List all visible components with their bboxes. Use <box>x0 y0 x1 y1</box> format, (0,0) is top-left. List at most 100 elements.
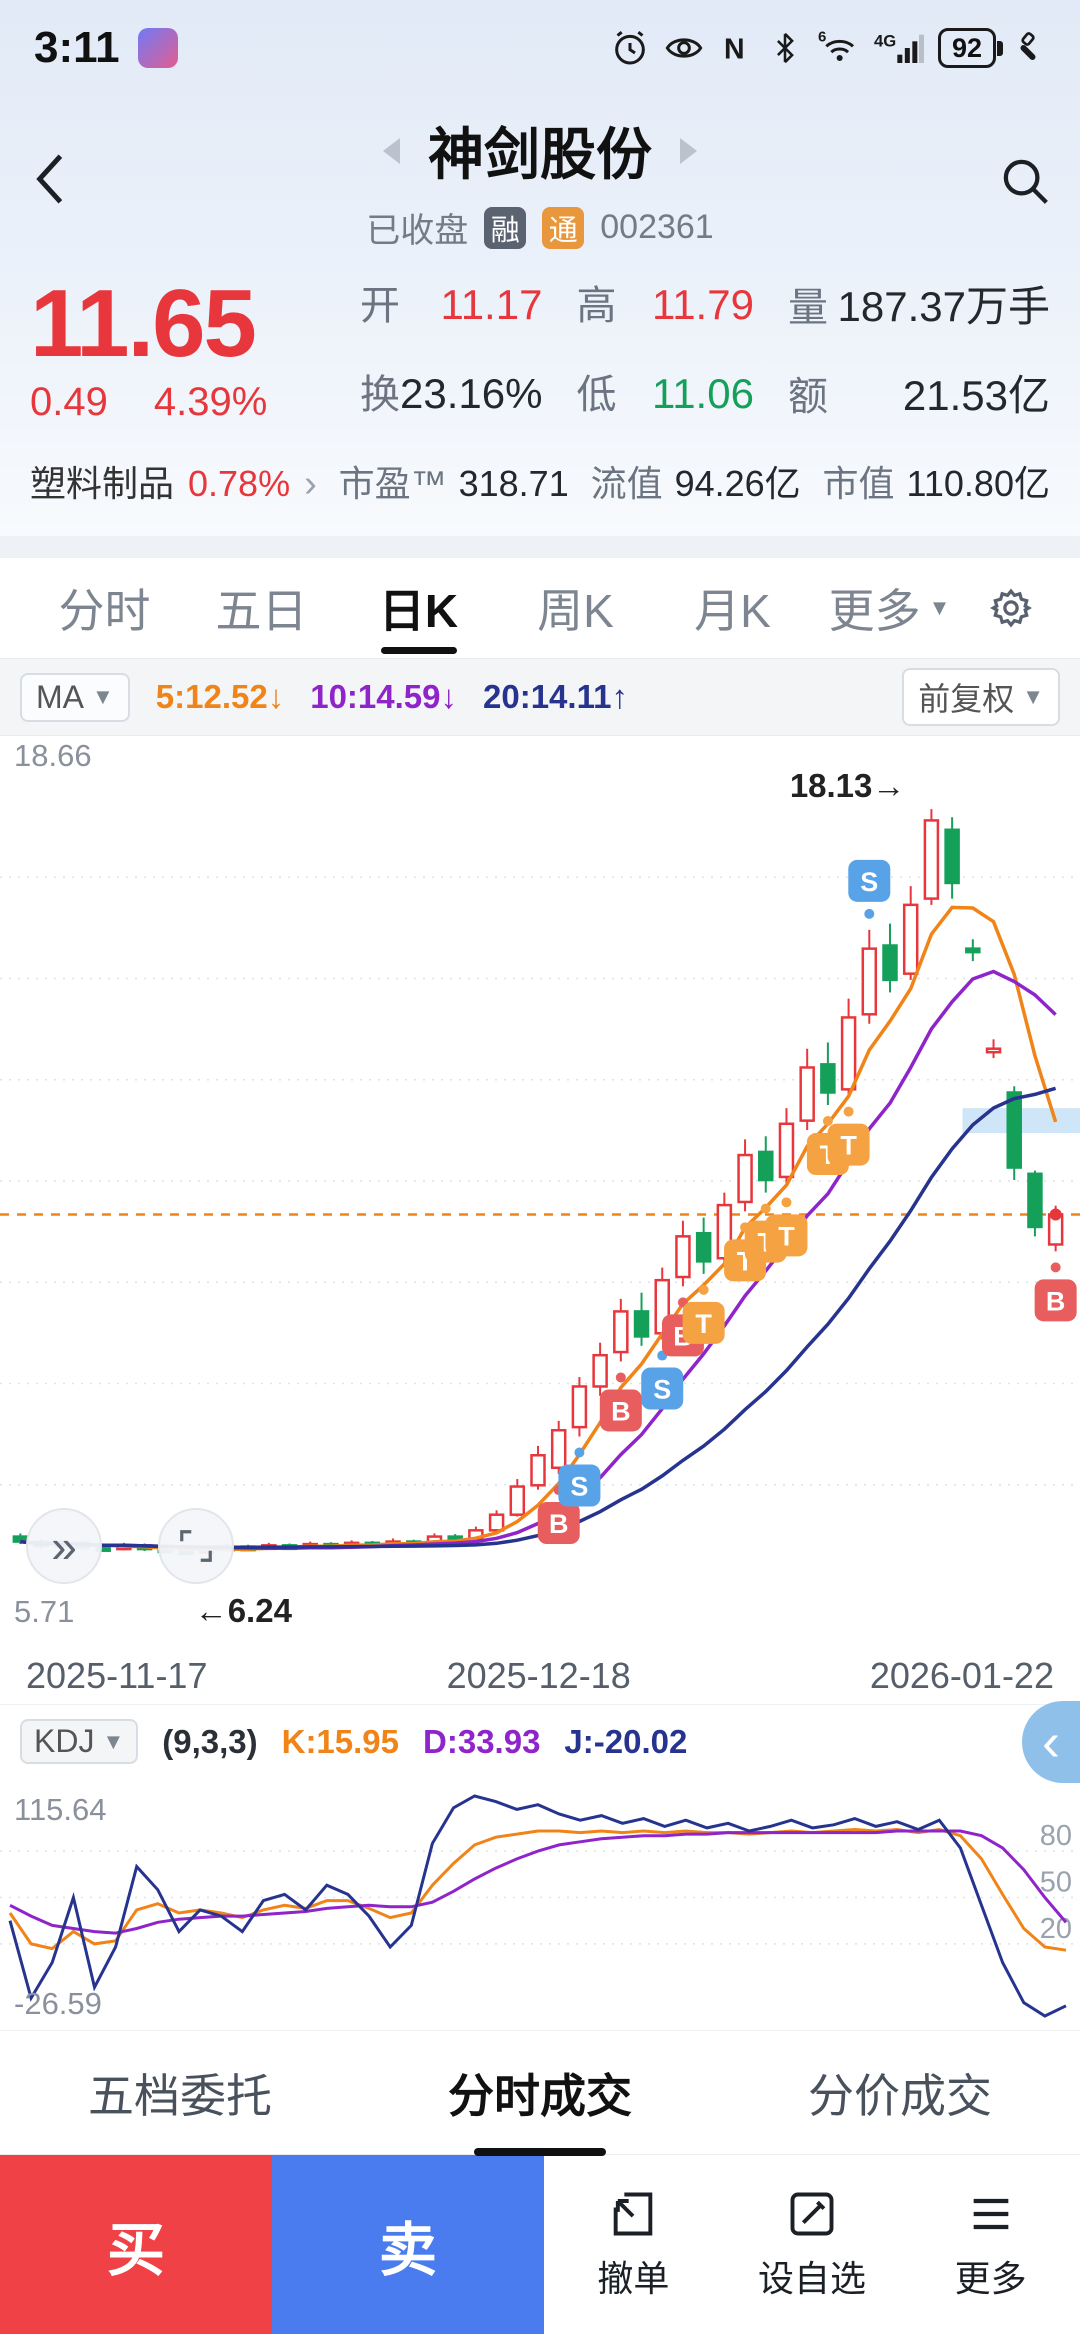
date-right: 2026-01-22 <box>869 1655 1054 1696</box>
svg-text:B: B <box>549 1509 569 1539</box>
market-cap-value: 110.80亿 <box>906 462 1050 504</box>
ma5-value: 5:12.52↓ <box>155 678 285 715</box>
x-axis-dates: 2025-11-17 2025-12-18 2026-01-22 <box>0 1648 1080 1704</box>
ma10-value: 10:14.59↓ <box>310 678 457 715</box>
quote-panel: 11.65 0.49 4.39% 开 11.17 高 11.79 量 187.37万手… <box>0 266 1080 536</box>
kdj-canvas: 80 50 20 115.64 -26.59 <box>0 1792 1080 2021</box>
next-stock-arrow-icon[interactable] <box>680 137 697 164</box>
add-watchlist-button[interactable]: 设自选 <box>723 2155 902 2334</box>
low-value: 11.06 <box>651 370 754 418</box>
svg-text:B: B <box>1046 1286 1066 1316</box>
tab-five-day[interactable]: 五日 <box>215 585 308 637</box>
cancel-order-button[interactable]: 撤单 <box>544 2155 723 2334</box>
kdj-params: (9,3,3) <box>162 1722 258 1760</box>
adjust-mode-button[interactable]: 前复权 ▼ <box>902 668 1060 726</box>
svg-text:50: 50 <box>1040 1867 1072 1899</box>
ma-selector[interactable]: MA ▼ <box>20 672 130 722</box>
back-chevron-icon <box>36 154 63 203</box>
ma-indicator-bar: MA ▼ 5:12.52↓ 10:14.59↓ 20:14.11↑ 前复权 ▼ <box>0 658 1080 736</box>
caret-down-icon: ▼ <box>102 1728 125 1754</box>
svg-text:-26.59: -26.59 <box>14 1986 102 2021</box>
svg-text:N: N <box>724 34 745 66</box>
cancel-order-icon <box>614 2192 653 2235</box>
kdj-d-value: D:33.93 <box>423 1722 541 1760</box>
period-tabs: 分时 五日 日K 周K 月K 更多 ▼ <box>0 558 1080 658</box>
kdj-chart[interactable]: 80 50 20 115.64 -26.59 <box>0 1778 1080 2030</box>
header: 神剑股份 已收盘 融 通 002361 <box>0 96 1080 266</box>
gear-icon <box>990 588 1032 628</box>
kdj-k-value: K:15.95 <box>281 1722 400 1760</box>
clock-time: 3:11 <box>34 23 120 72</box>
tab-weekly-k[interactable]: 周K <box>537 585 614 637</box>
field-label: 开 <box>360 284 400 329</box>
turnover-rate-value: 23.16% <box>400 370 543 418</box>
panel-collapse-arrow[interactable]: ‹ <box>1022 1701 1080 1783</box>
alarm-icon <box>610 28 650 68</box>
buy-button[interactable]: 买 <box>0 2155 272 2334</box>
float-cap-label: 流值 <box>590 462 663 504</box>
prev-stock-arrow-icon[interactable] <box>383 137 400 164</box>
tab-daily-k[interactable]: 日K <box>340 558 497 658</box>
back-button[interactable] <box>28 150 108 213</box>
date-left: 2025-11-17 <box>26 1655 208 1696</box>
open-value: 11.17 <box>440 281 543 329</box>
stock-title: 神剑股份 <box>428 123 652 186</box>
chart-settings-button[interactable] <box>968 585 1054 631</box>
sector-link[interactable]: 塑料制品 0.78% › <box>30 455 317 507</box>
tab-tick-trades[interactable]: 分时成交 <box>448 2046 632 2156</box>
market-status: 已收盘 <box>366 212 469 250</box>
svg-text:20: 20 <box>1040 1913 1072 1945</box>
market-cap-label: 市值 <box>822 462 895 504</box>
kdj-header: KDJ ▼ (9,3,3) K:15.95 D:33.93 J:-20.02 ‹ <box>0 1701 1080 1783</box>
bluetooth-icon <box>768 28 802 68</box>
svg-text:18.13→: 18.13→ <box>790 767 906 804</box>
last-price: 11.65 <box>30 270 257 377</box>
tab-monthly-k[interactable]: 月K <box>694 585 771 637</box>
tab-order-book[interactable]: 五档委托 <box>88 2069 272 2122</box>
kdj-selector[interactable]: KDJ ▼ <box>20 1719 139 1764</box>
sector-change: 0.78% <box>188 462 291 504</box>
chevron-right-icon: › <box>304 462 317 505</box>
tab-more[interactable]: 更多 ▼ <box>828 585 951 637</box>
search-button[interactable] <box>972 154 1052 208</box>
volume-value: 187.37万手 <box>837 283 1050 331</box>
svg-text:S: S <box>653 1375 671 1405</box>
bottom-tabs: 五档委托 分时成交 分价成交 <box>0 2030 1080 2156</box>
sell-button[interactable]: 卖 <box>272 2155 544 2334</box>
svg-text:←6.24: ←6.24 <box>195 1592 293 1629</box>
ma20-value: 20:14.11↑ <box>483 678 628 715</box>
field-label: 低 <box>576 373 617 418</box>
battery-icon: 92 <box>938 28 1003 68</box>
fullscreen-button[interactable] <box>158 1508 234 1584</box>
svg-text:T: T <box>840 1131 857 1161</box>
notification-app-icon <box>137 28 178 68</box>
expand-indicators-button[interactable]: » <box>26 1508 102 1584</box>
tab-price-volume[interactable]: 分价成交 <box>808 2069 992 2122</box>
field-label: 换 <box>360 373 400 418</box>
amount-value: 21.53亿 <box>902 372 1050 420</box>
field-label: 额 <box>787 375 828 420</box>
fullscreen-icon <box>180 1530 212 1562</box>
svg-text:18.66: 18.66 <box>14 738 92 773</box>
nfc-icon: N <box>718 28 754 68</box>
price-change: 0.49 <box>30 379 108 424</box>
date-center: 2025-12-18 <box>446 1655 631 1696</box>
kdj-j-value: J:-20.02 <box>564 1722 688 1760</box>
svg-text:T: T <box>778 1221 795 1251</box>
svg-text:S: S <box>860 867 878 897</box>
svg-text:115.64: 115.64 <box>14 1792 107 1827</box>
svg-text:5.71: 5.71 <box>14 1594 74 1629</box>
high-value: 11.79 <box>651 281 754 329</box>
edit-watchlist-icon <box>790 2192 834 2235</box>
tab-minute[interactable]: 分时 <box>58 585 151 637</box>
active-tab-underline <box>474 2147 606 2156</box>
price-change-percent: 4.39% <box>153 379 268 424</box>
field-label: 量 <box>787 286 828 331</box>
top-section: 3:11 N 6 4G 92 <box>0 0 1080 536</box>
search-icon <box>1003 159 1048 204</box>
more-button[interactable]: 更多 <box>901 2155 1080 2334</box>
signal-icon: 4G <box>874 28 924 68</box>
svg-text:S: S <box>570 1472 588 1502</box>
